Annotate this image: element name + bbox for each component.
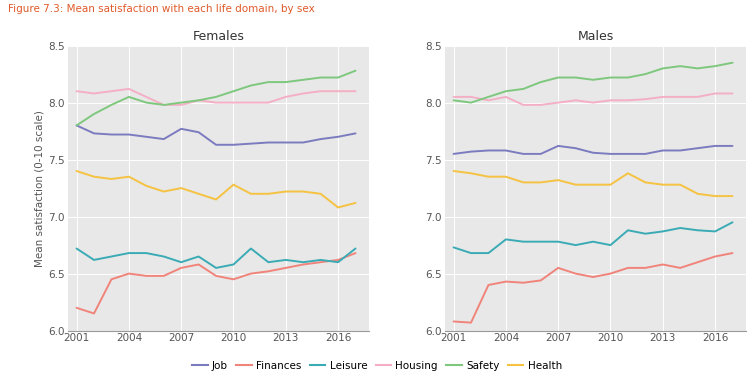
Legend: Job, Finances, Leisure, Housing, Safety, Health: Job, Finances, Leisure, Housing, Safety,…: [188, 356, 566, 375]
Text: Figure 7.3: Mean satisfaction with each life domain, by sex: Figure 7.3: Mean satisfaction with each …: [8, 4, 314, 14]
Title: Males: Males: [578, 30, 614, 43]
Y-axis label: Mean satisfaction (0-10 scale): Mean satisfaction (0-10 scale): [34, 110, 44, 266]
Title: Females: Females: [193, 30, 244, 43]
